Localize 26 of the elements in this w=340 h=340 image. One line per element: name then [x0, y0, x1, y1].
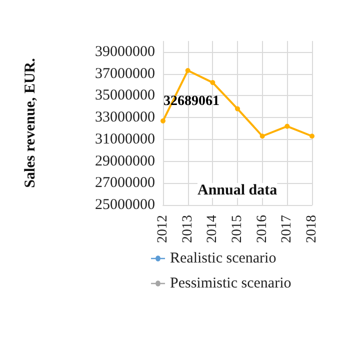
y-tick-label: 33000000 [95, 110, 155, 126]
y-axis-title: Sales revenue, EUR. [22, 58, 38, 188]
x-tick-label: 2017 [280, 215, 295, 243]
point [160, 118, 166, 124]
x-tick-label: 2012 [156, 215, 170, 243]
y-tick-label: 39000000 [95, 44, 155, 60]
y-tick-label: 35000000 [95, 88, 155, 104]
y-tick-label: 25000000 [95, 197, 155, 213]
x-tick-label: 2015 [230, 215, 245, 243]
point [210, 80, 216, 86]
x-tick-label: 2014 [205, 215, 220, 243]
point [185, 68, 190, 74]
x-tick-label: 2013 [180, 215, 196, 243]
point [310, 134, 314, 139]
y-tick-label: 37000000 [95, 66, 155, 82]
legend-label: Pessimistic scenario [170, 276, 292, 292]
legend-label: Realistic scenario [170, 250, 276, 266]
x-tick-label: 2016 [254, 215, 270, 243]
point [260, 134, 265, 139]
y-tick-label: 31000000 [95, 131, 155, 148]
point [235, 106, 240, 112]
point [284, 124, 290, 129]
y-tick-label: 29000000 [95, 153, 155, 170]
x-axis-title: Annual data [198, 182, 278, 198]
x-tick-label: 2018 [304, 215, 320, 243]
y-tick-label: 27000000 [95, 175, 155, 192]
